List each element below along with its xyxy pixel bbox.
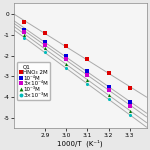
Point [107,98,110,101]
Point [107,94,110,96]
Point [107,86,110,88]
Point [86,57,89,60]
Point [107,72,110,74]
Point [23,37,25,39]
Point [44,41,46,43]
Point [86,78,89,81]
Point [23,30,25,33]
Point [65,45,68,47]
Point [65,63,68,65]
Point [65,57,68,60]
Point [23,33,25,36]
Point [44,32,46,34]
Point [44,47,46,50]
Point [44,44,46,46]
Point [23,28,25,31]
X-axis label: 1000/T  (K⁻¹): 1000/T (K⁻¹) [57,139,103,147]
Point [86,74,89,76]
Point [23,21,25,23]
Point [107,89,110,91]
Point [128,114,131,116]
Point [65,54,68,57]
Legend: Q1, HNO₃ 2M, 10⁻⁴M, 3×10⁻⁴M, 10⁻³M, 3×10⁻³M: Q1, HNO₃ 2M, 10⁻⁴M, 3×10⁻⁴M, 10⁻³M, 3×10… [17,62,50,100]
Point [86,70,89,72]
Point [128,104,131,107]
Point [128,101,131,104]
Point [128,110,131,112]
Point [128,87,131,89]
Point [86,82,89,85]
Point [65,67,68,69]
Point [44,51,46,54]
